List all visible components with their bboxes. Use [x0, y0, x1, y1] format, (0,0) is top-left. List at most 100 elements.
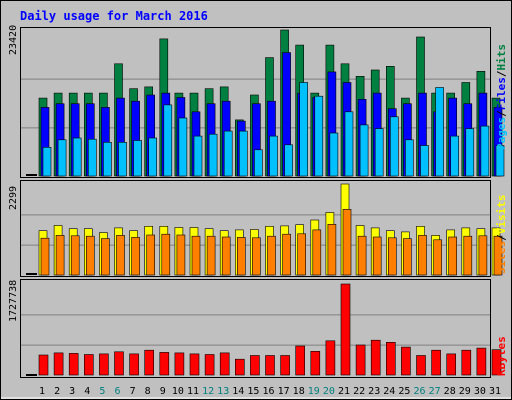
bar-kbytes-day-19 — [310, 350, 321, 376]
x-label-day-3: 3 — [69, 386, 75, 397]
bar-sites-day-15 — [252, 237, 261, 276]
bar-pages-day-15 — [254, 149, 263, 177]
bar-kbytes-day-16 — [265, 355, 275, 376]
bar-kbytes-day-26 — [416, 355, 426, 376]
bar-layer — [38, 29, 505, 376]
x-label-day-16: 16 — [262, 386, 274, 397]
bar-sites-day-13 — [221, 236, 231, 276]
bar-sites-day-11 — [191, 235, 201, 276]
bar-pages-day-1 — [42, 147, 52, 177]
bar-kbytes-day-1 — [38, 354, 49, 376]
bar-kbytes-day-24 — [385, 341, 396, 376]
bar-sites-day-14 — [237, 237, 246, 276]
bar-pages-day-12 — [208, 133, 218, 177]
x-label-day-27: 27 — [429, 386, 441, 397]
bar-sites-day-10 — [176, 234, 186, 276]
bar-pages-day-11 — [193, 135, 203, 177]
bar-sites-day-28 — [448, 236, 458, 276]
bar-kbytes-day-2 — [53, 352, 64, 376]
x-label-day-24: 24 — [383, 386, 395, 397]
bar-sites-day-7 — [131, 237, 140, 276]
bar-pages-day-14 — [239, 130, 248, 177]
bar-pages-day-10 — [178, 117, 188, 177]
bar-kbytes-day-12 — [204, 354, 215, 376]
x-label-day-31: 31 — [489, 386, 501, 397]
bar-sites-day-4 — [86, 235, 95, 276]
x-axis-labels: 1 2 3 4 5 6 7 8 9 10 11 12 13 14 15 16 17 18 19 20 21 22 23 24 2… — [39, 386, 501, 397]
x-label-day-7: 7 — [130, 386, 136, 397]
legend-visits: Visits — [495, 195, 508, 235]
bar-sites-day-1 — [40, 237, 50, 276]
x-label-day-18: 18 — [293, 386, 305, 397]
bar-sites-day-17 — [282, 233, 291, 276]
x-label-day-26: 26 — [413, 386, 425, 397]
bar-pages-day-4 — [88, 138, 97, 177]
legend-sites: Sites — [495, 241, 508, 274]
bar-pages-day-2 — [57, 139, 67, 177]
bar-pages-day-16 — [269, 135, 278, 177]
bar-kbytes-day-11 — [189, 353, 200, 376]
legend-pages-files-hits: Pages/Files/Hits — [495, 44, 508, 150]
bar-kbytes-day-27 — [431, 349, 441, 376]
x-label-day-21: 21 — [338, 386, 350, 397]
axis-marker-bottom — [26, 374, 37, 376]
legend-sites-visits: Sites/Visits — [495, 195, 508, 275]
x-label-day-12: 12 — [202, 386, 214, 397]
ymax-label-bottom: 1727738 — [8, 280, 19, 322]
bar-pages-day-28 — [450, 135, 460, 177]
bar-kbytes-day-23 — [370, 339, 381, 376]
x-label-day-8: 8 — [145, 386, 151, 397]
bar-kbytes-day-7 — [129, 353, 139, 376]
x-label-day-14: 14 — [232, 386, 244, 397]
bar-pages-day-31 — [495, 145, 505, 177]
bar-sites-day-19 — [312, 229, 322, 276]
bar-kbytes-day-5 — [99, 353, 109, 376]
bar-sites-day-21 — [342, 209, 352, 276]
bar-sites-day-26 — [418, 235, 427, 276]
legend-sep-2: / — [495, 70, 508, 77]
bar-kbytes-day-18 — [295, 345, 306, 376]
bar-pages-day-30 — [480, 125, 490, 177]
bar-pages-day-13 — [223, 130, 233, 177]
x-label-day-13: 13 — [217, 386, 229, 397]
x-label-day-2: 2 — [54, 386, 60, 397]
bar-kbytes-day-20 — [325, 340, 336, 376]
bar-pages-day-9 — [163, 104, 173, 177]
bar-pages-day-17 — [284, 144, 293, 177]
bar-pages-day-23 — [374, 128, 384, 177]
bar-sites-day-16 — [267, 235, 276, 276]
bar-sites-day-29 — [463, 235, 473, 276]
x-label-day-10: 10 — [172, 386, 184, 397]
x-label-day-29: 29 — [459, 386, 471, 397]
legend-pages: Pages — [495, 117, 508, 150]
x-label-day-1: 1 — [39, 386, 45, 397]
x-label-day-11: 11 — [187, 386, 199, 397]
bar-kbytes-day-31 — [491, 349, 502, 376]
bar-sites-day-31 — [493, 235, 503, 276]
bar-kbytes-day-13 — [219, 352, 230, 376]
legend-files: Files — [495, 77, 508, 110]
bar-pages-day-29 — [465, 128, 475, 177]
axis-marker-top — [26, 174, 37, 176]
bar-pages-day-18 — [299, 82, 309, 177]
bar-kbytes-day-28 — [446, 353, 457, 376]
bar-sites-day-18 — [297, 233, 307, 276]
bar-kbytes-day-8 — [144, 349, 154, 376]
bar-pages-day-21 — [344, 111, 354, 177]
x-label-day-5: 5 — [99, 386, 105, 397]
bar-sites-day-9 — [161, 233, 171, 276]
bar-pages-day-26 — [420, 145, 429, 177]
bar-kbytes-day-9 — [159, 352, 170, 376]
bar-kbytes-day-15 — [250, 355, 260, 376]
bar-sites-day-24 — [387, 237, 397, 276]
bar-kbytes-day-17 — [280, 355, 290, 376]
bar-sites-day-3 — [70, 235, 80, 276]
bar-kbytes-day-30 — [476, 347, 487, 376]
bar-kbytes-day-4 — [84, 354, 94, 376]
bar-sites-day-30 — [478, 235, 488, 276]
x-label-day-4: 4 — [84, 386, 90, 397]
bar-pages-day-6 — [118, 142, 127, 177]
bar-sites-day-23 — [372, 236, 382, 276]
bar-pages-day-7 — [133, 140, 142, 177]
